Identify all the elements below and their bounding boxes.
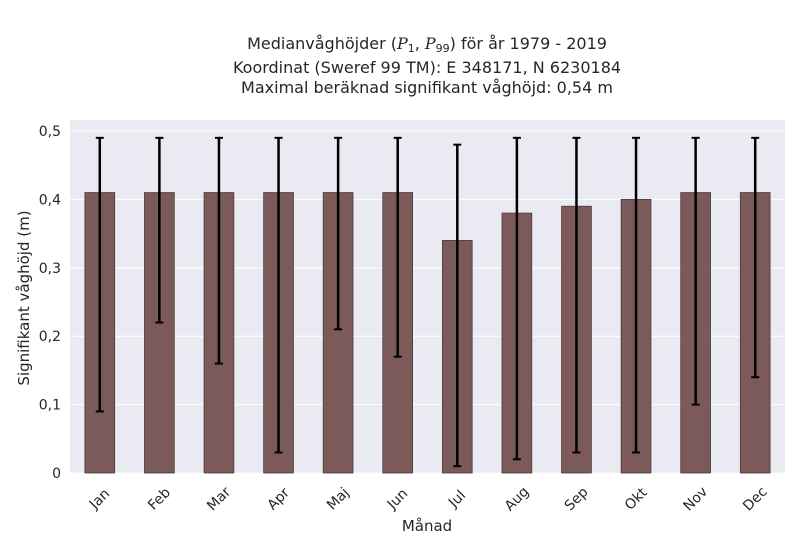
error-bar-nov [691,136,700,406]
y-tick-label: 0,4 [39,192,61,208]
x-axis-label: Månad [402,517,452,535]
x-tick-label: Mar [204,484,234,514]
y-tick-label: 0,5 [39,124,61,140]
x-tick-label: Jan [86,486,113,513]
x-tick-labels: Jan Feb Mar Apr Maj Jun Jul Aug Sep Okt Nov Dec [86,484,771,515]
x-tick-label: Maj [324,485,353,514]
grid-lines [70,130,785,474]
error-bar-apr [274,136,283,454]
error-bar-feb [155,136,164,324]
error-bar-jan [95,136,104,413]
error-bar-okt [632,136,641,454]
x-tick-label: Jun [384,486,411,513]
y-tick-label: 0 [52,466,61,482]
y-tick-labels: 0 0,1 0,2 0,3 0,4 0,5 [39,124,61,482]
y-tick-label: 0,2 [39,329,61,345]
error-bar-sep [572,136,581,454]
error-bar-maj [334,136,343,331]
chart-title-line-2: Koordinat (Sweref 99 TM): E 348171, N 62… [232,58,622,77]
y-tick-label: 0,1 [39,398,61,414]
chart-title-line-3: Maximal beräknad signifikant våghöjd: 0,… [241,78,613,97]
error-bar-jul [453,143,462,468]
error-bar-jun [393,136,402,358]
x-tick-label: Nov [680,484,711,515]
x-tick-label: Jul [445,488,469,512]
error-bar-mar [214,136,223,365]
x-tick-label: Aug [502,484,533,515]
x-tick-label: Dec [740,484,770,514]
error-bars [95,136,760,468]
y-axis-label: Signifikant våghöjd (m) [15,210,33,385]
x-tick-label: Apr [264,485,293,514]
x-tick-label: Sep [562,484,592,514]
plot-area [70,120,785,473]
error-bar-aug [512,136,521,461]
bar-maj [322,192,354,474]
error-bar-dec [751,136,760,379]
chart-title-line-1: Medianvåghöjder (P1, P99) för år 1979 - … [247,34,607,55]
y-tick-label: 0,3 [39,261,61,277]
x-tick-label: Feb [145,485,174,514]
x-tick-label: Okt [622,484,651,513]
